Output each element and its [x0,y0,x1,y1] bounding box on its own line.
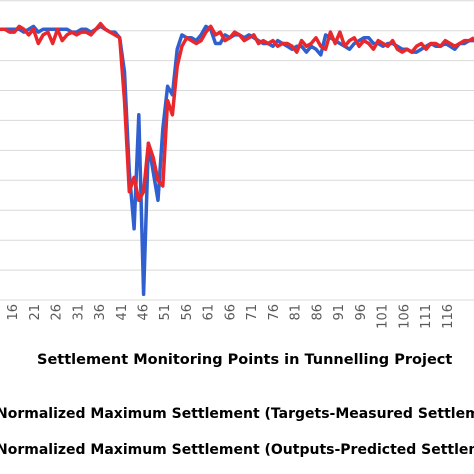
x-tick-label: 36 [93,304,108,321]
series-line-predicted [0,21,474,203]
x-tick-label: 81 [289,304,304,321]
gridlines [0,0,474,271]
x-tick-label: 91 [332,304,347,321]
x-tick-label: 86 [310,304,325,321]
x-tick-labels: 16 21 26 31 36 41 46 51 56 61 66 71 76 81 86 91 96 101 106… [6,304,456,329]
x-tick-label: 46 [137,304,152,321]
x-tick-label: 41 [115,304,130,321]
x-tick-label: 26 [50,304,65,321]
x-tick-label: 111 [419,304,434,329]
x-tick-label: 51 [158,304,173,321]
x-axis-label: Settlement Monitoring Points in Tunnelli… [37,352,452,368]
x-tick-label: 56 [180,304,195,321]
legend-entry-measured: Normalized Maximum Settlement (Targets-M… [0,406,474,422]
x-tick-label: 16 [6,304,21,321]
x-tick-label: 96 [354,304,369,321]
x-tick-label: 116 [441,304,456,329]
x-tick-label: 31 [71,304,86,321]
legend-entry-predicted: Normalized Maximum Settlement (Outputs-P… [0,442,474,458]
x-tick-label: 66 [224,304,239,321]
series-line-measured [0,24,474,297]
x-tick-label: 61 [202,304,217,321]
x-tick-label: 71 [245,304,260,321]
x-tick-label: 101 [376,304,391,329]
x-tick-label: 106 [397,304,412,329]
x-tick-label: 21 [28,304,43,321]
series-lines [0,21,474,297]
x-tick-label: 76 [267,304,282,321]
